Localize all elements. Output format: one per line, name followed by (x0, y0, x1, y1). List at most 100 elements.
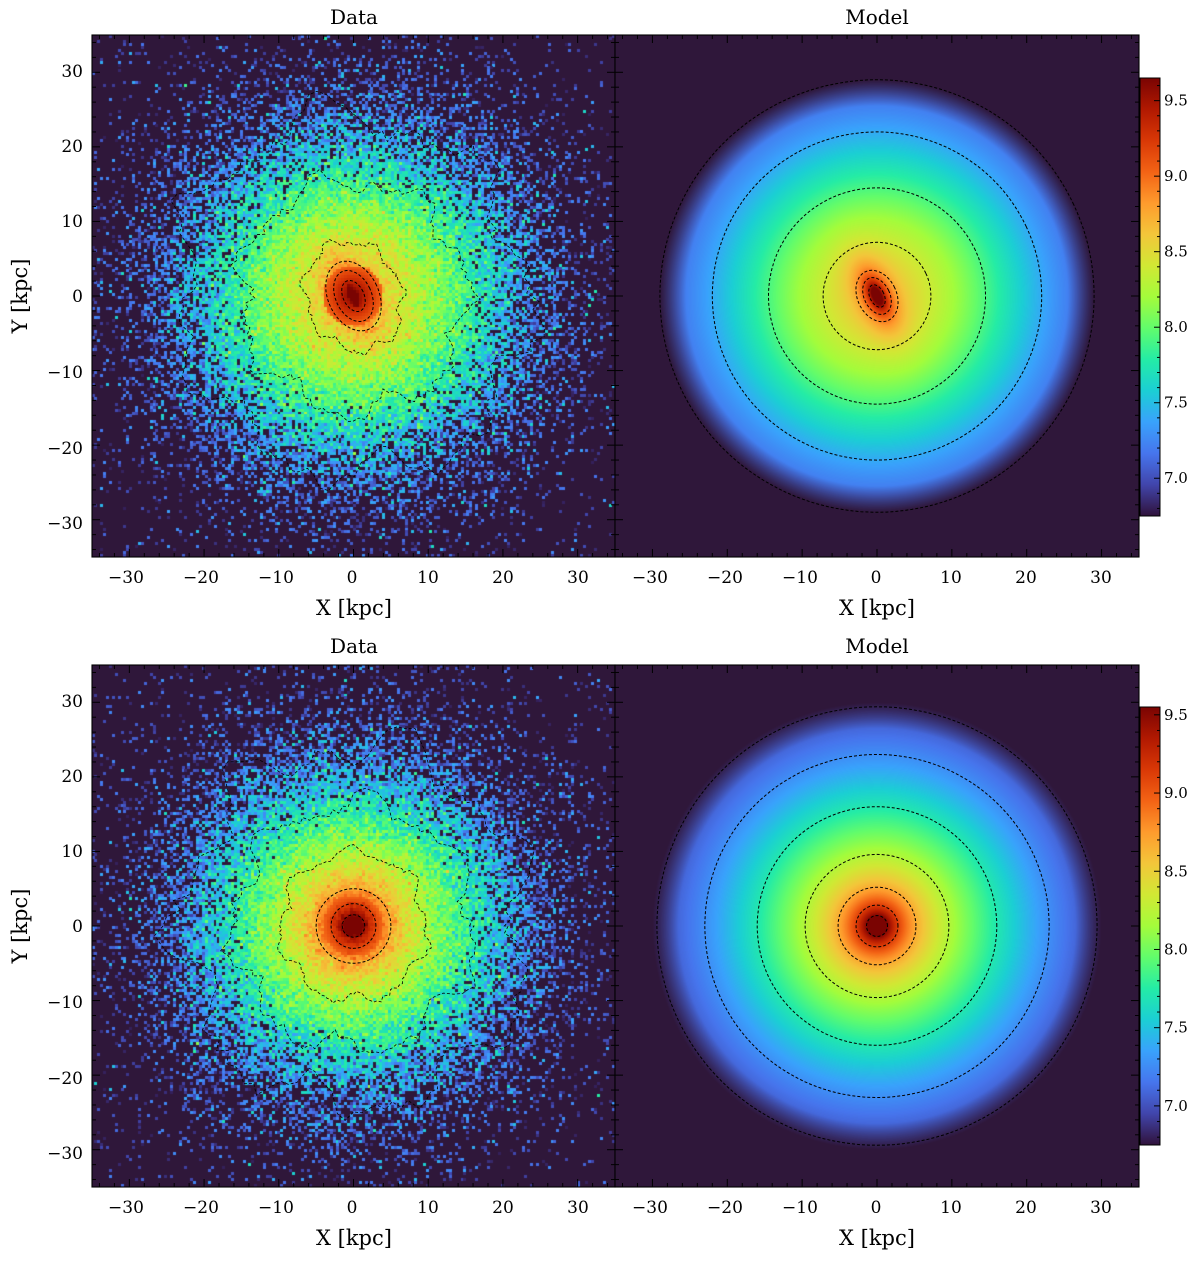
colorbar-gradient (1140, 78, 1160, 516)
y-axis-title: Y [kpc] (8, 259, 32, 335)
x-tick-label: −30 (108, 568, 144, 588)
contour-line (230, 168, 481, 422)
x-tick-label: 20 (492, 1198, 514, 1218)
x-tick-label: 20 (1015, 1198, 1037, 1218)
panel-title: Data (330, 634, 378, 658)
contour-line (154, 726, 534, 1121)
heatmap-image (615, 665, 1139, 1187)
y-tick-label: −10 (47, 363, 83, 383)
colorbar-tick-label: 9.5 (1164, 92, 1188, 110)
contour-line (656, 706, 1098, 1146)
panel-data-bottom: Data −30 −20 −10 0 10 20 30 −30 −20 −10 … (8, 634, 616, 1250)
y-tick-label: 10 (61, 212, 83, 232)
x-tick-label: 10 (940, 1198, 962, 1218)
colorbar-tick-label: 7.0 (1164, 1097, 1188, 1115)
colorbar: 7.0 7.5 8.0 8.5 9.0 9.5 (1139, 77, 1188, 517)
colorbar-frame (1139, 706, 1161, 1146)
y-tick-label: 30 (61, 692, 83, 712)
y-tick-label: 0 (72, 287, 83, 307)
bottom-row: Data −30 −20 −10 0 10 20 30 −30 −20 −10 … (8, 634, 1188, 1250)
panel-title: Data (330, 5, 378, 29)
x-tick-label: −10 (782, 1198, 818, 1218)
x-tick-label: −20 (183, 568, 219, 588)
x-tick-label: −30 (632, 568, 668, 588)
x-tick-label: −10 (258, 1198, 294, 1218)
x-tick-label: −30 (632, 1198, 668, 1218)
contour-line (333, 270, 374, 322)
colorbar-tick-label: 7.0 (1164, 469, 1188, 487)
x-tick-label: 10 (940, 568, 962, 588)
x-tick-label: 30 (1090, 1198, 1112, 1218)
x-axis-title: X [kpc] (839, 596, 915, 620)
x-axis-title: X [kpc] (316, 1226, 392, 1250)
contour-line (855, 904, 899, 948)
heatmap-image (92, 35, 615, 557)
contour-line (341, 914, 366, 938)
colorbar-tick-label: 7.5 (1164, 394, 1188, 412)
y-tick-label: −30 (47, 1144, 83, 1164)
x-tick-label: −20 (707, 568, 743, 588)
colorbar-ticks (1154, 714, 1160, 1138)
axes-ticks (615, 35, 1139, 557)
contour-line (804, 853, 950, 999)
x-tick-label: 20 (492, 568, 514, 588)
contour-line (837, 886, 917, 966)
axes-frame (614, 34, 1140, 558)
colorbar-gradient (1140, 707, 1160, 1145)
x-tick-label: 20 (1015, 568, 1037, 588)
x-tick-label: 30 (567, 1198, 589, 1218)
y-tick-label: 10 (61, 842, 83, 862)
x-tick-label: −10 (782, 568, 818, 588)
x-tick-label: −20 (707, 1198, 743, 1218)
colorbar-tick-label: 8.0 (1164, 318, 1188, 336)
x-axis-title: X [kpc] (316, 596, 392, 620)
x-tick-label: −20 (183, 1198, 219, 1218)
x-tick-label: 30 (1090, 568, 1112, 588)
contour-line (220, 787, 477, 1054)
contour-lines (154, 726, 534, 1121)
contour-line (299, 238, 407, 356)
colorbar-ticks (1154, 85, 1160, 509)
contour-line (868, 284, 886, 308)
y-axis-title: Y [kpc] (8, 889, 32, 965)
contour-lines (656, 706, 1098, 1146)
axes-ticks (92, 35, 615, 557)
x-axis-title: X [kpc] (839, 1226, 915, 1250)
panel-title: Model (845, 634, 909, 658)
x-tick-label: 10 (417, 1198, 439, 1218)
contour-line (711, 131, 1043, 461)
heatmap-image (615, 35, 1139, 557)
contour-line (756, 806, 998, 1046)
colorbar-tick-label: 9.0 (1164, 784, 1188, 802)
y-tick-label: −20 (47, 1069, 83, 1089)
panel-data-top: Data −30 −20 −10 0 10 20 30 −30 −20 −10 … (8, 5, 616, 620)
contour-line (862, 277, 892, 315)
top-row: Data −30 −20 −10 0 10 20 30 −30 −20 −10 … (8, 5, 1188, 620)
x-tick-label: 0 (871, 1198, 882, 1218)
axes-ticks (615, 665, 1139, 1187)
contour-line (866, 915, 888, 937)
y-tick-label: −10 (47, 993, 83, 1013)
contour-lines (170, 90, 545, 492)
x-tick-label: 0 (347, 568, 358, 588)
contour-line (659, 79, 1095, 513)
contour-line (855, 269, 899, 323)
y-tick-label: 0 (72, 917, 83, 937)
colorbar-tick-label: 8.5 (1164, 243, 1188, 261)
contour-line (170, 90, 545, 492)
x-tick-label: 0 (347, 1198, 358, 1218)
heatmap-image (92, 665, 615, 1187)
contour-line (325, 260, 382, 332)
contour-line (768, 187, 986, 405)
axes-frame (614, 664, 1140, 1188)
colorbar: 7.0 7.5 8.0 8.5 9.0 9.5 (1139, 706, 1188, 1146)
panel-model-top: Model −30 −20 −10 0 10 20 30 X [kpc] (614, 5, 1140, 620)
y-tick-label: 20 (61, 767, 83, 787)
panel-model-bottom: Model −30 −20 −10 0 10 20 30 X [kpc] (614, 634, 1140, 1250)
colorbar-tick-label: 8.5 (1164, 862, 1188, 880)
x-tick-label: −30 (108, 1198, 144, 1218)
contour-line (277, 844, 432, 1004)
colorbar-tick-label: 8.0 (1164, 941, 1188, 959)
contour-line (315, 888, 392, 964)
